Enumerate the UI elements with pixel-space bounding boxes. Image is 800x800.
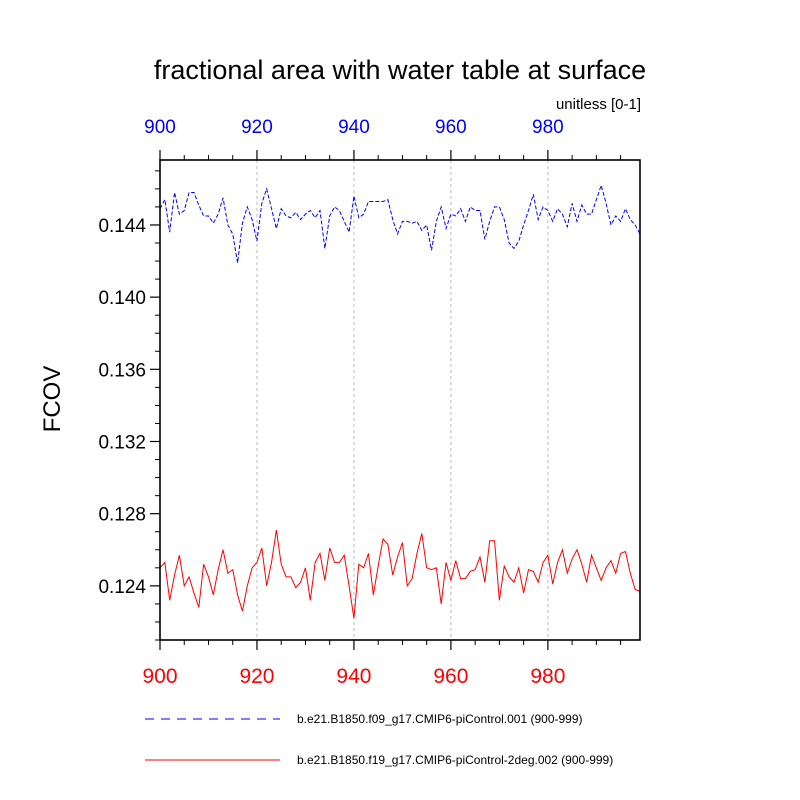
series-line-1 <box>159 183 641 263</box>
y-tick-label-0.136: 0.136 <box>98 360 146 381</box>
axis-ticks <box>150 150 622 650</box>
y-tick-label-0.132: 0.132 <box>98 433 146 454</box>
x-tick-labels-top: 900 920 940 960 980 <box>144 117 564 138</box>
x-tick-label-bottom-960: 960 <box>433 665 468 688</box>
legend-label-2: b.e21.B1850.f19_g17.CMIP6-piControl-2deg… <box>297 753 613 767</box>
x-tick-label-top-920: 920 <box>241 117 273 138</box>
series-layer <box>159 183 641 619</box>
x-tick-label-top-940: 940 <box>338 117 370 138</box>
x-tick-label-top-960: 960 <box>435 117 467 138</box>
y-tick-label-0.128: 0.128 <box>98 505 146 526</box>
x-tick-label-bottom-920: 920 <box>239 665 274 688</box>
units-label: unitless [0-1] <box>556 96 641 113</box>
x-tick-label-bottom-900: 900 <box>142 665 177 688</box>
x-tick-label-bottom-980: 980 <box>530 665 565 688</box>
series-line-2 <box>159 529 641 619</box>
y-tick-label-0.124: 0.124 <box>98 577 146 598</box>
y-tick-labels: 0.124 0.128 0.132 0.136 0.140 0.144 <box>98 216 146 598</box>
y-tick-label-0.144: 0.144 <box>98 216 146 237</box>
x-tick-label-top-980: 980 <box>532 117 564 138</box>
x-tick-label-bottom-940: 940 <box>336 665 371 688</box>
legend: b.e21.B1850.f09_g17.CMIP6-piControl.001 … <box>145 712 613 767</box>
legend-label-1: b.e21.B1850.f09_g17.CMIP6-piControl.001 … <box>297 712 583 726</box>
chart-title: fractional area with water table at surf… <box>154 55 646 85</box>
y-axis-label: FCOV <box>39 366 66 433</box>
x-tick-label-top-900: 900 <box>144 117 176 138</box>
plot-frame <box>159 159 641 641</box>
y-tick-label-0.140: 0.140 <box>98 288 146 309</box>
x-tick-labels-bottom: 900 920 940 960 980 <box>142 665 565 688</box>
